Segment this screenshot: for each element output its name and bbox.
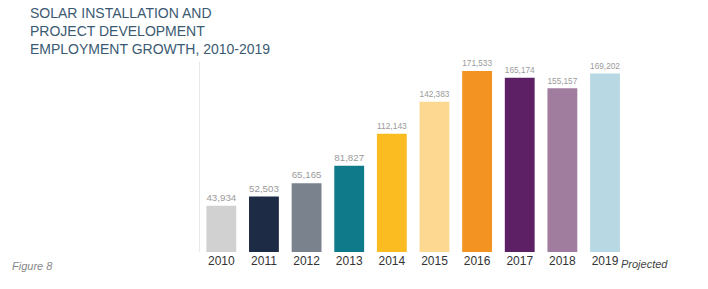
svg-text:112,143: 112,143 — [377, 121, 407, 131]
svg-text:171,533: 171,533 — [462, 59, 492, 68]
svg-text:52,503: 52,503 — [249, 183, 279, 194]
svg-text:43,934: 43,934 — [206, 192, 236, 203]
svg-text:Projected: Projected — [621, 258, 668, 270]
svg-text:2013: 2013 — [336, 254, 363, 268]
svg-text:2019: 2019 — [592, 254, 619, 268]
svg-text:65,165: 65,165 — [292, 169, 322, 180]
svg-text:2014: 2014 — [378, 254, 405, 268]
svg-text:2010: 2010 — [208, 254, 235, 268]
svg-text:81,827: 81,827 — [334, 152, 364, 163]
svg-text:142,383: 142,383 — [420, 90, 450, 99]
svg-text:2012: 2012 — [293, 254, 320, 268]
svg-text:155,157: 155,157 — [547, 77, 577, 86]
svg-text:2018: 2018 — [549, 254, 576, 268]
svg-text:169,202: 169,202 — [590, 62, 620, 71]
svg-text:2011: 2011 — [251, 254, 277, 268]
svg-text:SOLAR INSTALLATION ANDPROJECT: SOLAR INSTALLATION ANDPROJECT DEVELOPMEN… — [30, 5, 270, 57]
svg-text:165,174: 165,174 — [505, 66, 535, 75]
svg-text:Figure 8: Figure 8 — [12, 260, 53, 272]
svg-text:2017: 2017 — [506, 254, 533, 268]
svg-text:2016: 2016 — [464, 254, 491, 268]
svg-text:2015: 2015 — [421, 254, 448, 268]
